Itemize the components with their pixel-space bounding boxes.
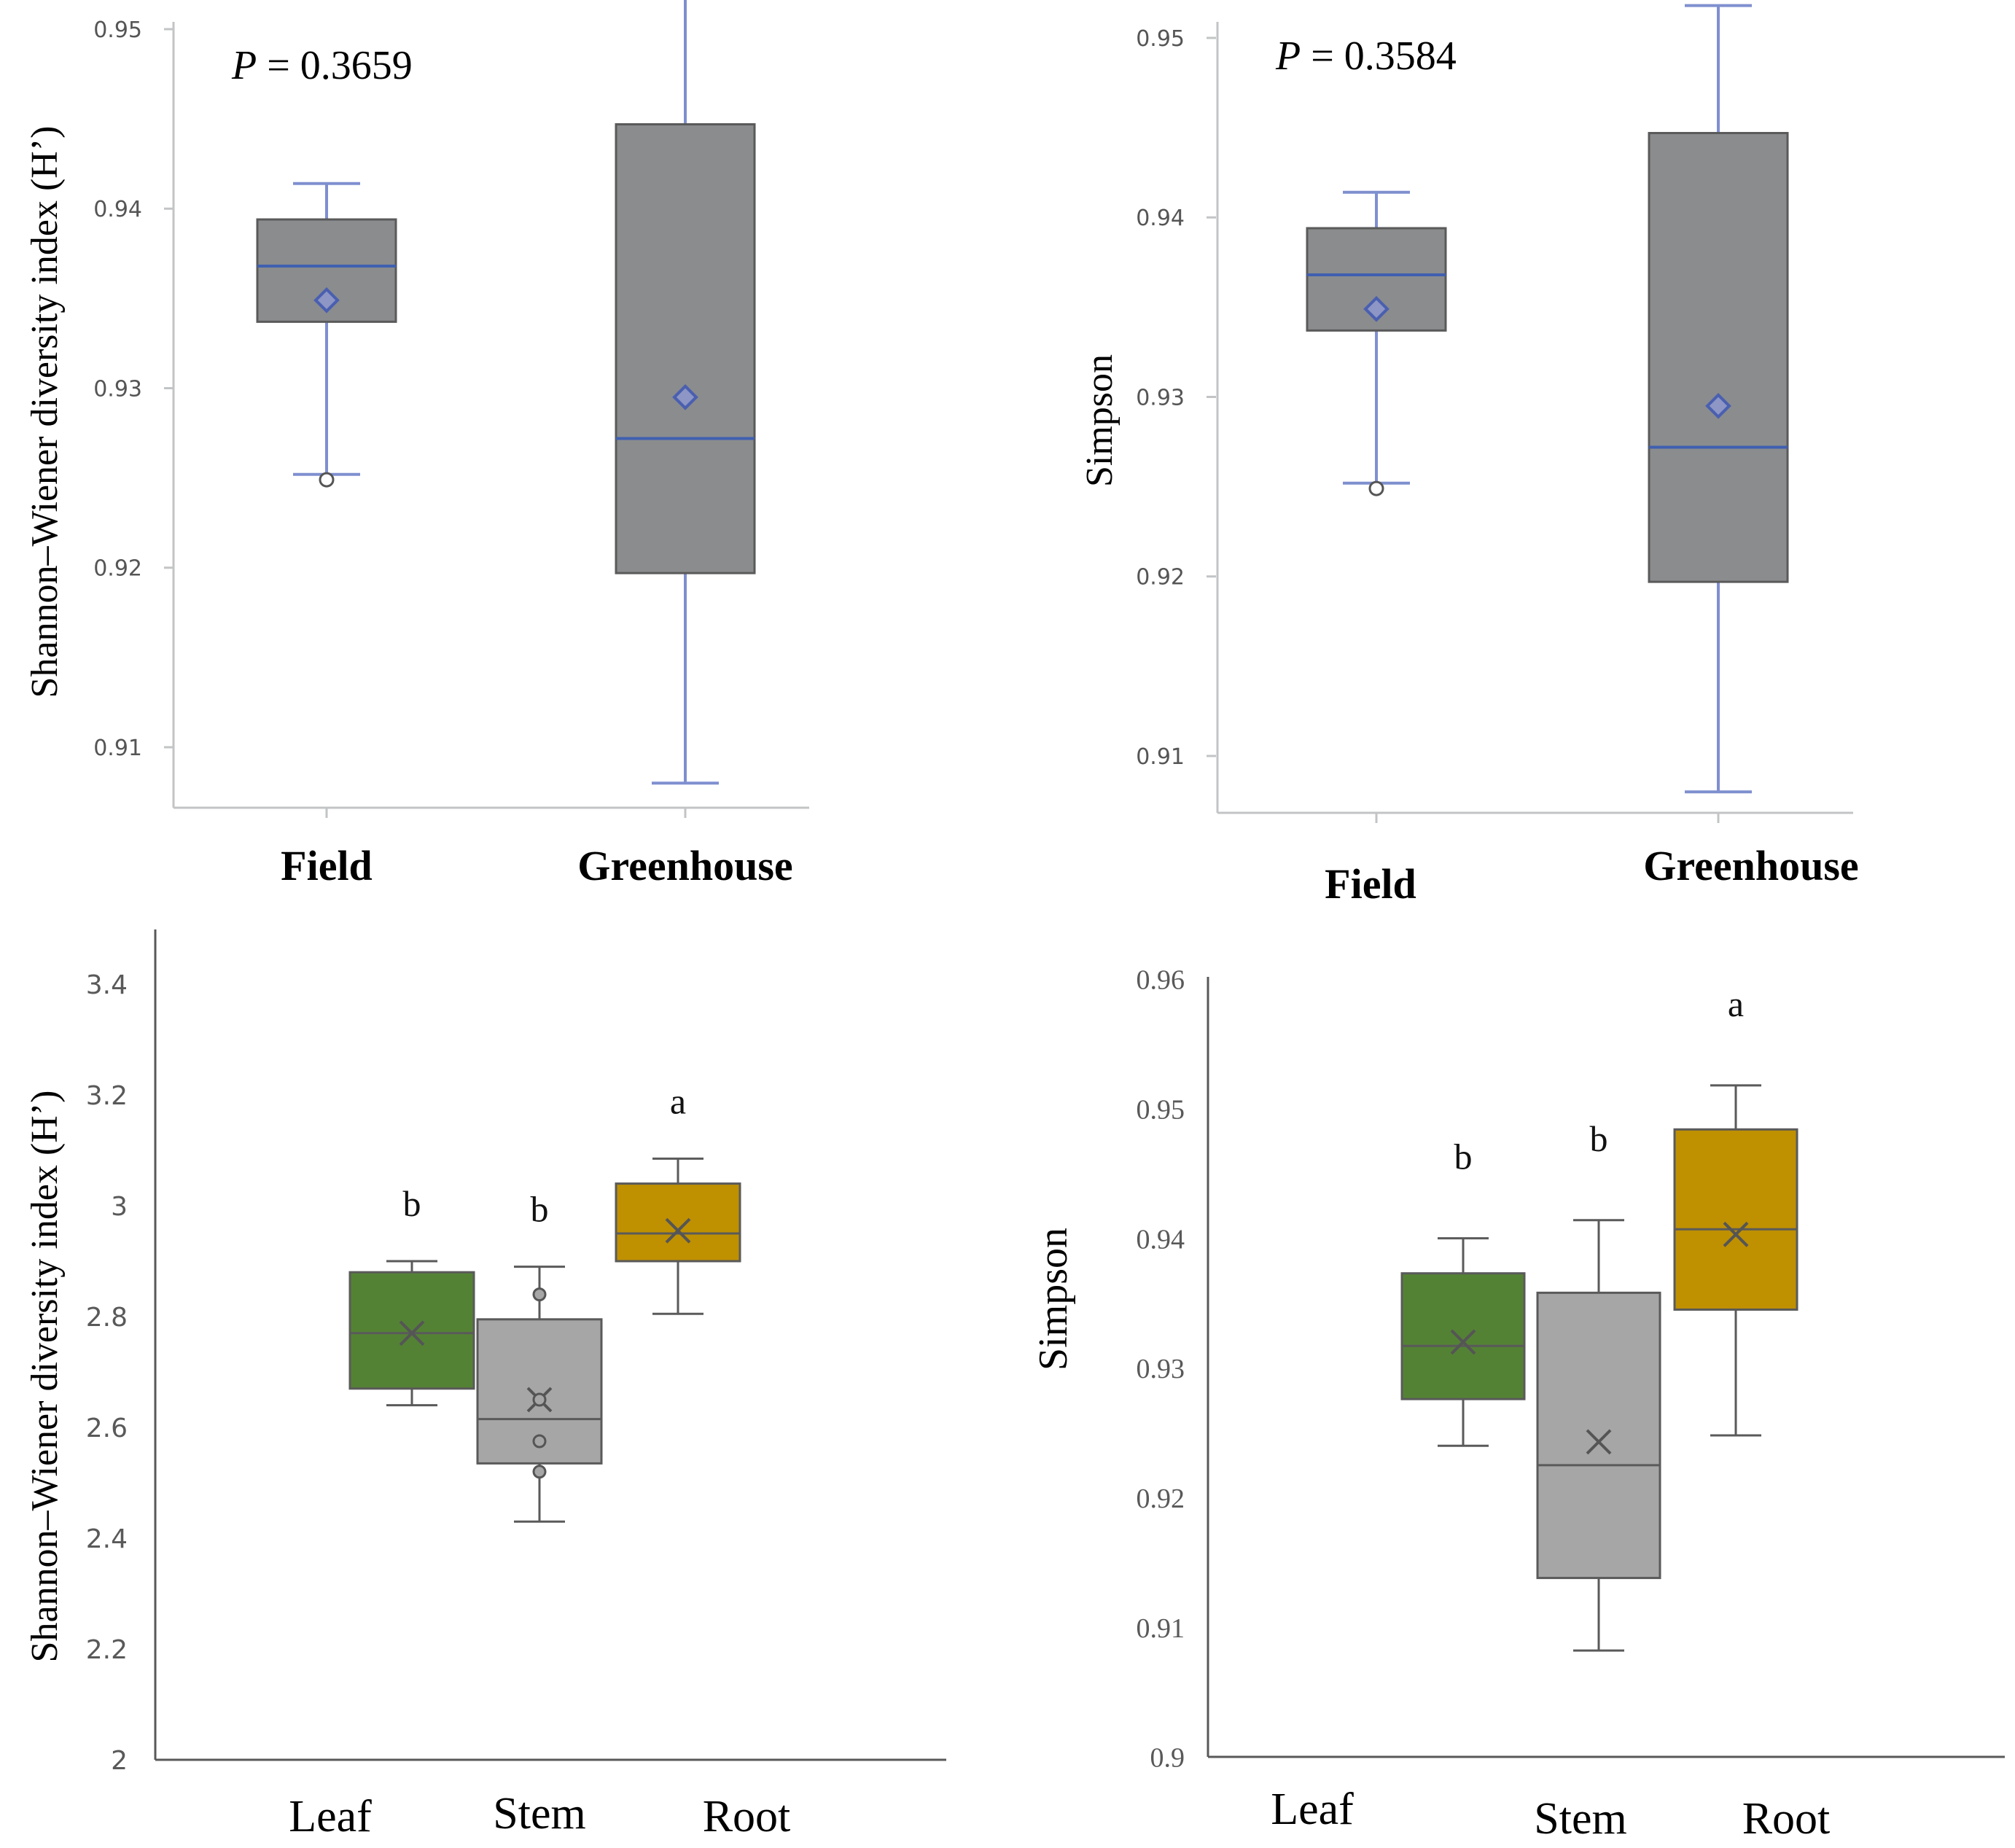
box-stem: b [1536,1118,1661,1652]
p-value-annotation: P = 0.3659 [231,43,413,88]
boxes: b b a [1400,983,1798,1652]
boxes [256,0,756,785]
y-tick-label: 3.4 [86,970,128,1000]
y-tick-label: 0.95 [1136,26,1185,52]
x-tick-label: Stem [493,1789,585,1839]
outlier-point [532,1392,547,1407]
y-tick-label: 0.91 [93,736,142,761]
x-tick-label: Greenhouse [1643,842,1858,889]
y-tick-label: 0.95 [93,17,142,43]
mean-marker [672,383,698,410]
outlier-point [532,1287,547,1302]
iqr-box [615,1182,741,1263]
box-root: a [615,1080,741,1315]
boxes [1306,4,1789,794]
y-tick-label: 2.6 [86,1414,128,1443]
iqr-box [1673,1128,1798,1311]
mean-marker [665,1217,691,1244]
box-stem: b [476,1189,603,1523]
y-tick-labels: 2 2.2 2.4 2.6 2.8 3 3.2 3.4 [86,970,128,1776]
mean-marker [313,287,340,313]
y-tick-label: 0.91 [1137,1613,1185,1644]
x-tick-label: Leaf [1271,1785,1354,1834]
y-tick-label: 0.93 [1136,385,1185,410]
y-tick-label: 0.96 [1137,965,1185,996]
x-tick-label: Root [1742,1794,1831,1844]
x-tick-label: Root [703,1792,791,1841]
y-tick-label: 0.95 [1137,1095,1185,1126]
panel-simpson-tissue: Simpson 0.90.910.920.930.940.950.96 b ba … [1031,965,2005,1844]
y-tick-label: 3.2 [86,1081,128,1111]
box-root: a [1673,983,1798,1437]
box-field [256,182,397,488]
iqr-box [1648,132,1789,583]
y-tick-label: 0.92 [1137,1484,1185,1514]
outlier-point [532,1434,547,1449]
x-tick-label: Field [281,842,373,889]
outlier-point [319,472,335,488]
iqr-box [348,1271,475,1390]
y-tick-label: 2.2 [86,1635,128,1665]
box-field [1306,190,1447,496]
y-axis-label: Simpson [1031,1228,1076,1371]
y-tick-label: 0.9 [1150,1743,1185,1774]
y-axis-label: Shannon–Wiener diversity index (H’) [24,126,66,698]
panel-simpson-location: Simpson P = 0.3584 0.910.920.930.940.95 … [1079,4,1859,908]
y-axis-label: Simpson [1079,354,1120,487]
iqr-box [1536,1291,1661,1580]
box-leaf: b [1400,1137,1526,1447]
y-tick-label: 0.93 [93,376,142,402]
y-tick-label: 0.94 [93,197,142,222]
mean-marker [1450,1329,1476,1355]
significance-letter: a [670,1080,686,1121]
y-tick-label: 0.92 [93,556,142,582]
boxes: b b a [348,1080,741,1523]
mean-marker [1363,296,1390,322]
y-tick-label: 2 [111,1746,128,1776]
y-tick-labels: 0.9 0.91 0.92 0.93 0.94 0.95 0.96 [1137,965,1185,1774]
significance-letter: b [403,1183,421,1224]
mean-marker [1705,392,1731,419]
y-tick-label: 0.94 [1137,1224,1185,1255]
x-tick-label: Stem [1534,1794,1626,1844]
y-tick-label: 0.92 [1136,565,1185,590]
x-tick-label: Field [1325,860,1416,908]
y-tick-labels: 0.91 0.92 0.93 0.94 0.95 [1136,26,1720,823]
box-greenhouse [1648,4,1789,794]
mean-marker [399,1320,425,1346]
x-tick-label: Leaf [289,1792,372,1841]
mean-marker [1586,1429,1612,1455]
iqr-box [615,123,756,574]
box-leaf: b [348,1183,475,1407]
y-axis-label: Shannon–Wiener diversity index (H’) [24,1091,66,1663]
y-tick-label: 0.91 [1136,744,1185,770]
p-value-annotation: P = 0.3584 [1275,34,1457,79]
outlier-point [1368,480,1384,496]
panel-shannon-location: Shannon–Wiener diversity index (H’) P = … [24,0,809,889]
mean-marker [1723,1221,1749,1247]
significance-letter: b [1590,1118,1608,1159]
y-tick-label: 2.8 [86,1303,128,1333]
significance-letter: a [1728,983,1744,1024]
y-tick-label: 0.94 [1136,206,1185,231]
box-greenhouse [615,0,756,785]
y-tick-labels: 0.91 0.92 0.93 0.94 0.95 [93,17,687,818]
y-tick-label: 0.93 [1137,1354,1185,1384]
significance-letter: b [531,1189,549,1230]
iqr-box [1400,1272,1526,1400]
panel-shannon-tissue: Shannon–Wiener diversity index (H’) 2 2.2… [24,929,946,1841]
y-tick-label: 3 [111,1192,128,1222]
y-tick-label: 2.4 [86,1524,128,1554]
x-tick-label: Greenhouse [577,842,792,889]
outlier-point [532,1465,547,1479]
significance-letter: b [1454,1137,1473,1177]
